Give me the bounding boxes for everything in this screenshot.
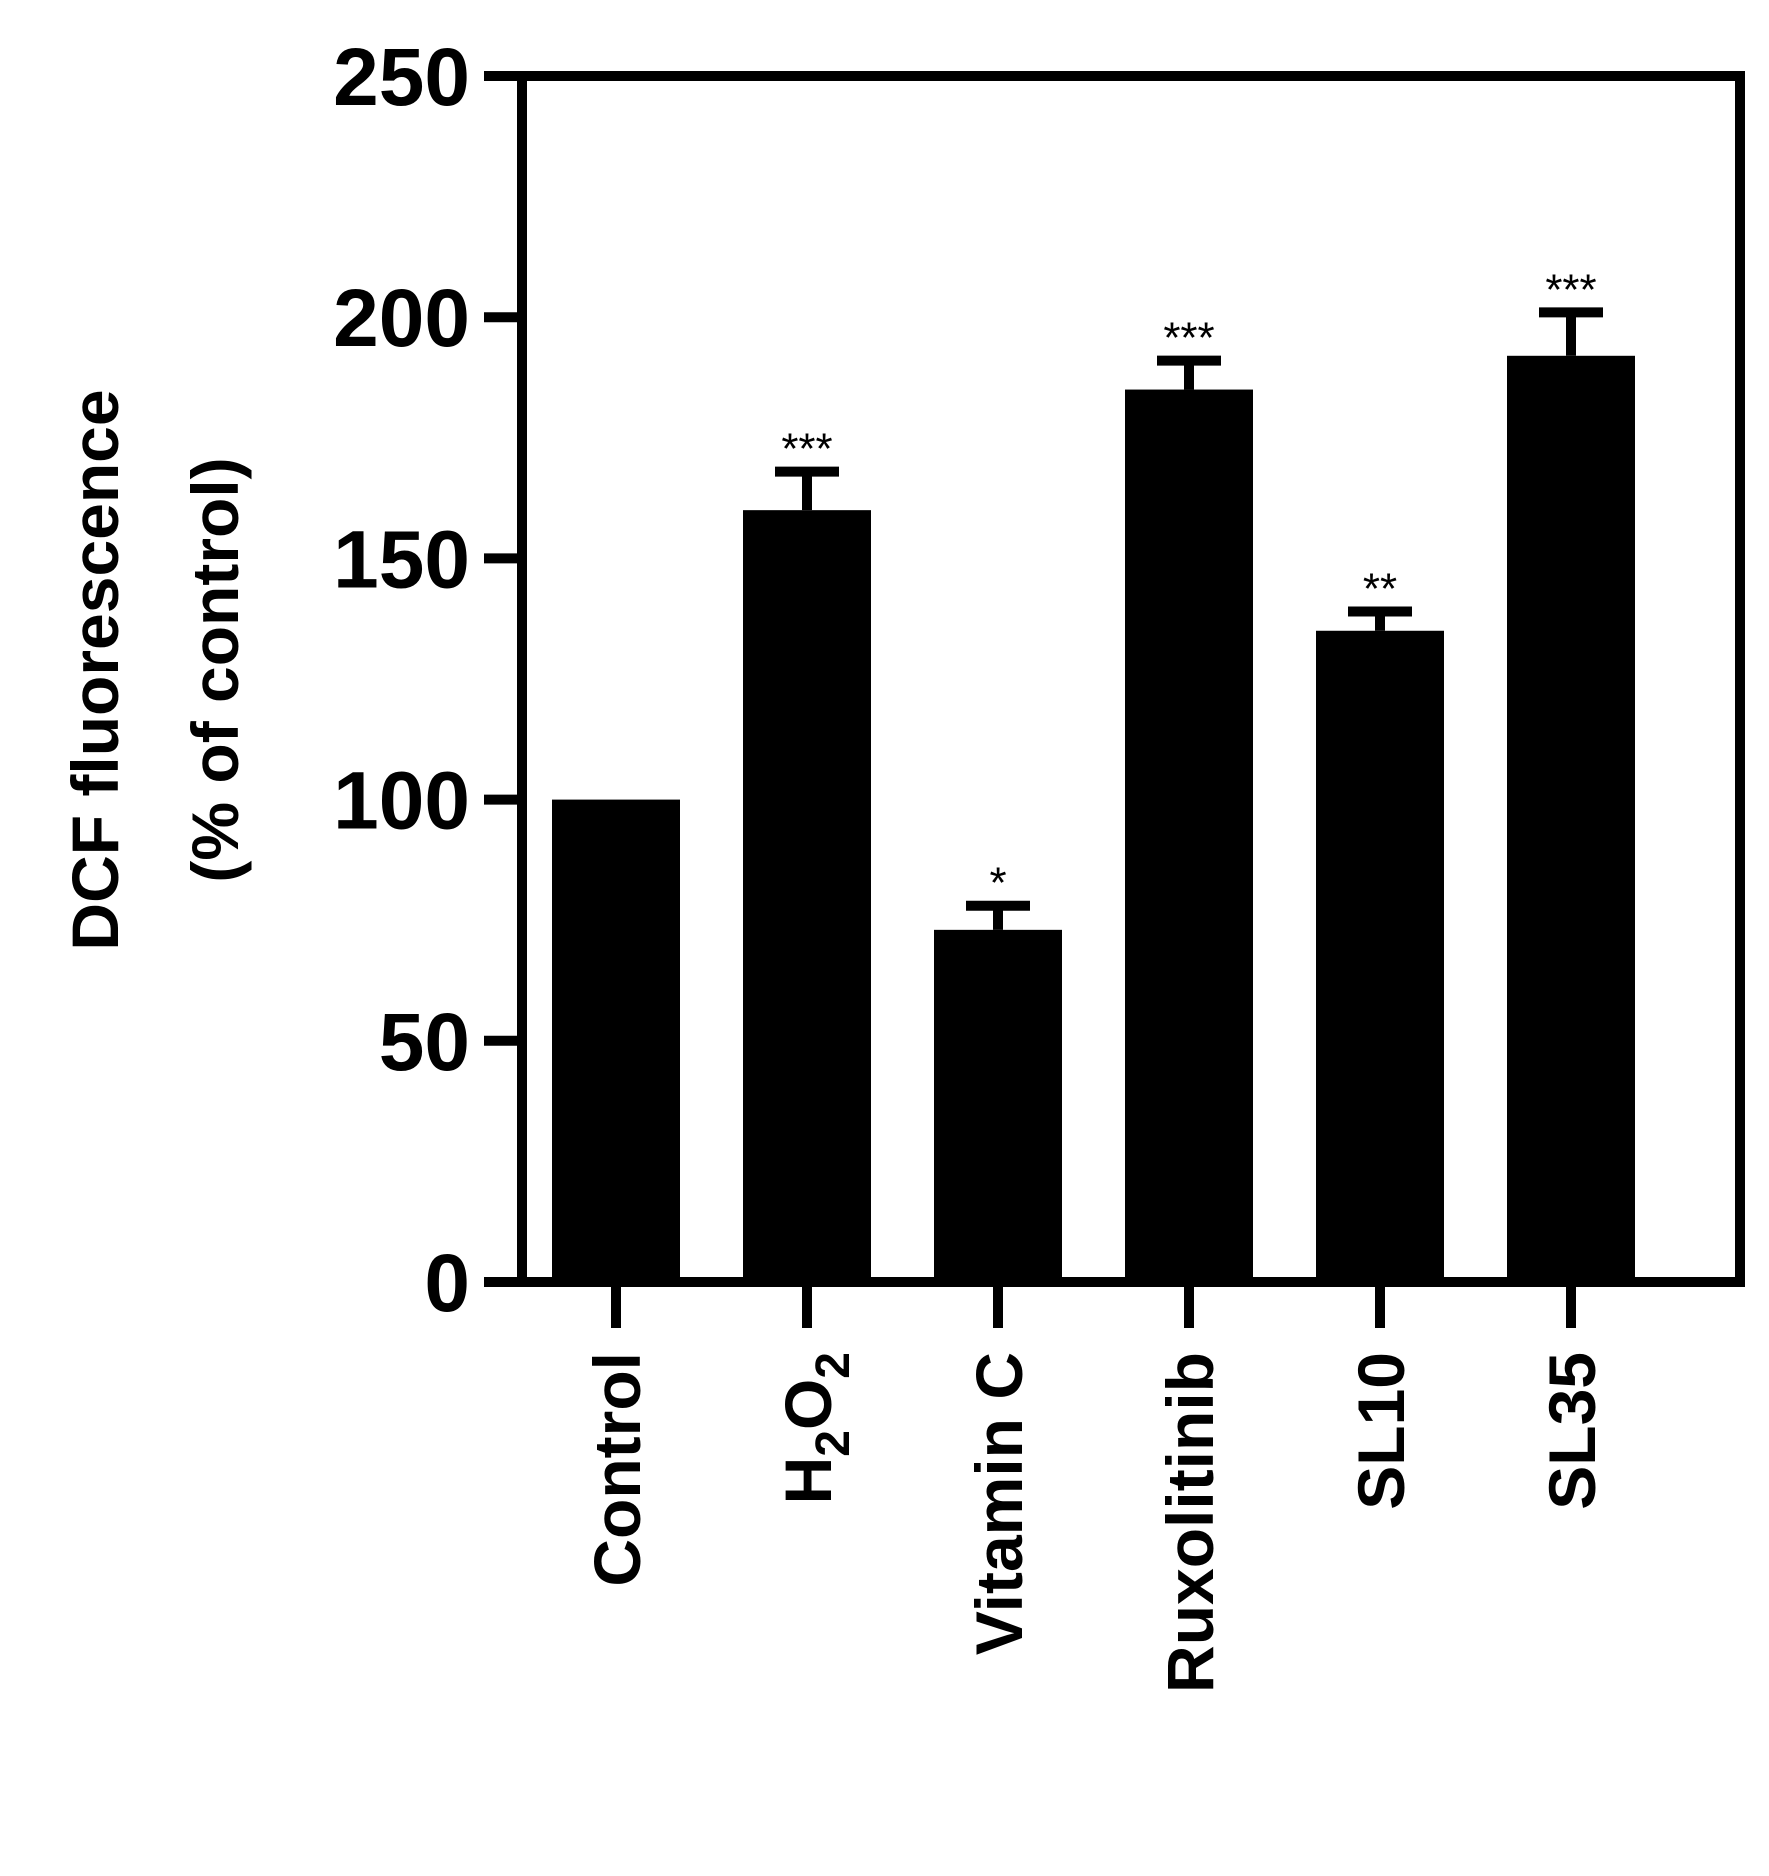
- significance-layer: ************: [781, 265, 1596, 907]
- significance-mark-1: ***: [781, 425, 832, 474]
- y-tick-label-3: 150: [333, 514, 470, 605]
- significance-mark-3: ***: [1163, 314, 1214, 363]
- axes-layer: [517, 71, 1745, 1287]
- subscript-digit: 2: [807, 1430, 860, 1457]
- y-tick-label-0: 0: [424, 1238, 470, 1329]
- label-part: O: [771, 1379, 845, 1430]
- y-tick-label-5: 250: [333, 32, 470, 123]
- label-part: H: [771, 1457, 845, 1505]
- y-tick-label-1: 50: [379, 997, 470, 1088]
- x-tick-label-5: SL35: [1535, 1352, 1609, 1510]
- bar-1: [743, 510, 871, 1282]
- x-tick-label-1: H2O2: [771, 1352, 860, 1504]
- error-bar-2: [966, 900, 1030, 930]
- error-bars-layer: [775, 307, 1603, 930]
- error-bar-5: [1539, 307, 1603, 356]
- significance-mark-2: *: [989, 859, 1006, 908]
- subscript-digit: 2: [807, 1352, 860, 1379]
- y-axis-label-line1: DCF fluorescence: [58, 389, 132, 950]
- plot-frame: [517, 71, 1745, 1287]
- bar-4: [1316, 630, 1444, 1282]
- bar-0: [552, 799, 680, 1282]
- bar-3: [1125, 389, 1253, 1282]
- y-axis-label-layer: DCF fluorescence (% of control): [58, 389, 252, 950]
- y-axis-label-line2: (% of control): [178, 457, 252, 882]
- error-bar-1: [775, 466, 839, 511]
- x-tick-label-0: Control: [580, 1352, 654, 1587]
- bar-2: [934, 929, 1062, 1282]
- x-tick-label-4: SL10: [1344, 1352, 1418, 1510]
- y-tick-label-2: 100: [333, 756, 470, 847]
- x-ticks-layer: Control H2O2 Vitamin C Ruxolitinib SL10 SL35: [580, 1282, 1609, 1693]
- y-ticks-layer: 0 50 100 150 200 250: [333, 32, 522, 1329]
- significance-mark-4: **: [1363, 564, 1397, 613]
- x-tick-label-2: Vitamin C: [962, 1352, 1036, 1655]
- x-tick-label-3: Ruxolitinib: [1153, 1352, 1227, 1693]
- bars-layer: [552, 355, 1635, 1282]
- error-bar-3: [1157, 355, 1221, 390]
- y-tick-label-4: 200: [333, 273, 470, 364]
- bar-5: [1507, 355, 1635, 1282]
- significance-mark-5: ***: [1545, 265, 1596, 314]
- error-bar-4: [1348, 606, 1412, 631]
